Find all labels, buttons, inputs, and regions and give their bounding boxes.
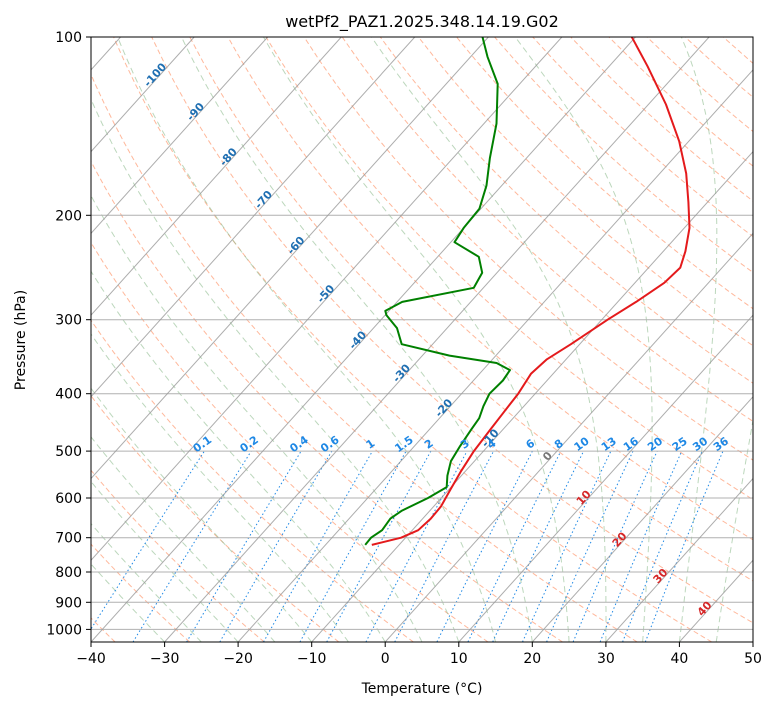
y-axis-label: Pressure (hPa)	[13, 290, 29, 390]
mixing-ratio-line	[91, 450, 205, 630]
y-tick-label: 200	[55, 208, 82, 224]
dry-adiabat	[189, 37, 753, 582]
pressure-gridlines	[91, 37, 753, 630]
y-tick-label: 1000	[46, 622, 82, 638]
dry-adiabat	[91, 469, 265, 642]
dry-adiabat	[91, 73, 638, 642]
moist-adiabat	[181, 37, 533, 642]
mixing-ratio-line	[436, 450, 533, 642]
mixing-ratio-line	[622, 450, 703, 642]
moist-adiabat	[91, 333, 349, 642]
isotherm-line	[311, 150, 753, 642]
isotherm-line	[91, 37, 416, 398]
dry-adiabat	[91, 160, 563, 642]
y-axis: 1000 900 800 700 600 500 400 300 200 100	[46, 30, 91, 638]
dry-adiabat	[456, 37, 753, 310]
moist-adiabat	[715, 417, 753, 642]
moist-adiabat	[678, 37, 718, 642]
isotherm-line	[91, 37, 636, 642]
moist-adiabat	[514, 37, 653, 642]
moist-adiabat	[371, 37, 607, 642]
moist-adiabat	[91, 270, 386, 642]
moist-adiabat	[263, 37, 570, 642]
moist-adiabat	[117, 37, 497, 642]
isotherm-line	[458, 314, 753, 642]
dry-adiabat	[151, 37, 753, 624]
moist-adiabats	[91, 37, 753, 642]
x-tick-label: 50	[744, 651, 762, 667]
moist-adiabat	[91, 436, 276, 642]
x-tick-label: −20	[223, 651, 253, 667]
isotherm-line	[91, 37, 269, 235]
isotherm-line	[531, 396, 753, 642]
x-tick-label: 0	[381, 651, 390, 667]
mixing-ratio-line	[365, 450, 468, 642]
x-axis: −40 −30 −20 −10 0 10 20 30 40 50	[76, 642, 762, 667]
dry-adiabat	[341, 37, 753, 422]
dry-adiabat	[303, 37, 753, 461]
y-tick-label: 100	[55, 30, 82, 46]
x-tick-label: 20	[523, 651, 541, 667]
dewpoint-line	[364, 37, 511, 546]
y-tick-label: 400	[55, 387, 82, 403]
isotherm-line	[605, 477, 753, 642]
mixing-ratio-line	[644, 450, 724, 642]
plot-frame	[90, 36, 754, 643]
dry-adiabat	[91, 241, 489, 642]
mixing-ratio-line	[299, 450, 407, 642]
isotherm-line	[384, 232, 753, 642]
moist-adiabat	[91, 98, 460, 642]
mixing-ratio-line	[572, 450, 658, 642]
y-tick-label: 800	[55, 565, 82, 581]
isotherm-line	[91, 37, 342, 316]
chart-title: wetPf2_PAZ1.2025.348.14.19.G02	[285, 12, 559, 32]
isotherm-line	[91, 37, 563, 561]
x-tick-label: 40	[670, 651, 688, 667]
mixing-ratio-line	[546, 450, 634, 642]
x-tick-label: −40	[76, 651, 106, 667]
y-tick-label: 500	[55, 444, 82, 460]
dry-adiabat	[113, 37, 713, 642]
y-tick-label: 600	[55, 491, 82, 507]
x-tick-label: −30	[150, 651, 180, 667]
x-axis-label: Temperature (°C)	[361, 681, 483, 697]
y-tick-label: 700	[55, 531, 82, 547]
mixing-ratio-line	[599, 450, 683, 642]
moist-adiabat	[91, 480, 239, 642]
isotherm-line	[91, 37, 489, 480]
y-tick-label: 900	[55, 595, 82, 611]
x-tick-label: 10	[450, 651, 468, 667]
isotherm-line	[237, 69, 753, 642]
x-tick-label: 30	[597, 651, 615, 667]
dry-adiabats	[91, 37, 753, 642]
isotherm-line	[91, 37, 195, 153]
temperature-line	[371, 37, 691, 546]
isotherm-line	[164, 37, 710, 642]
mixing-ratio-line	[326, 450, 432, 642]
x-tick-label: −10	[297, 651, 327, 667]
sounding-profiles	[364, 37, 691, 546]
y-tick-label: 300	[55, 313, 82, 329]
isotherms	[91, 37, 753, 642]
